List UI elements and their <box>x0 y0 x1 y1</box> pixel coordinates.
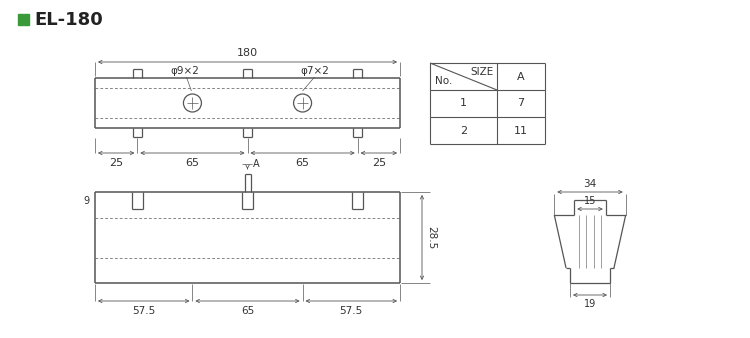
Text: 19: 19 <box>584 299 596 309</box>
Text: 57.5: 57.5 <box>132 306 155 316</box>
Text: 25: 25 <box>109 158 123 168</box>
Text: φ7×2: φ7×2 <box>300 66 329 76</box>
Text: 180: 180 <box>237 48 258 58</box>
Text: No.: No. <box>435 76 452 86</box>
Text: 34: 34 <box>584 179 597 189</box>
Text: 15: 15 <box>584 196 596 206</box>
Text: 11: 11 <box>514 125 528 136</box>
Text: A: A <box>518 72 525 81</box>
Text: 7: 7 <box>518 98 524 108</box>
Text: 28.5: 28.5 <box>426 226 436 249</box>
FancyBboxPatch shape <box>18 14 29 25</box>
Text: 1: 1 <box>460 98 467 108</box>
Text: 57.5: 57.5 <box>340 306 363 316</box>
Text: SIZE: SIZE <box>471 67 494 77</box>
Text: 9: 9 <box>84 195 90 206</box>
Text: 65: 65 <box>185 158 200 168</box>
Text: 25: 25 <box>372 158 386 168</box>
Text: EL-180: EL-180 <box>34 11 103 29</box>
Text: 2: 2 <box>460 125 467 136</box>
Text: A: A <box>253 159 260 169</box>
Text: 65: 65 <box>296 158 310 168</box>
Text: φ9×2: φ9×2 <box>170 66 199 76</box>
Text: 65: 65 <box>241 306 254 316</box>
